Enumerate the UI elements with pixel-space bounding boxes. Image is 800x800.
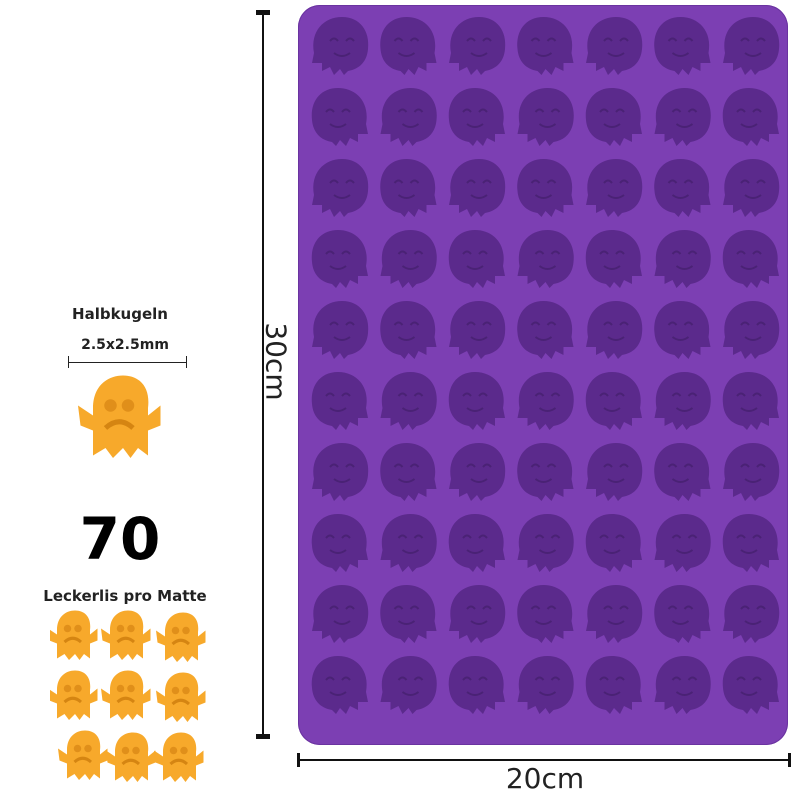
ghost-treat xyxy=(156,672,206,722)
dimension-cap xyxy=(788,753,791,767)
ghost-cavity xyxy=(654,301,711,359)
ghost-cavity xyxy=(585,514,642,572)
ghost-cavity xyxy=(722,372,779,430)
ghost-cavity xyxy=(448,230,505,288)
ghost-cavity xyxy=(654,372,711,430)
ghost-cavity-grid xyxy=(311,17,780,714)
ghost-cavity xyxy=(517,230,574,288)
ghost-cavity xyxy=(380,230,437,288)
ghost-cavity xyxy=(654,443,711,501)
dimension-cap xyxy=(256,10,270,15)
ghost-cavity xyxy=(654,230,711,288)
ghost-cavity xyxy=(380,585,437,643)
ghost-cavity xyxy=(722,230,779,288)
ghost-cavity xyxy=(517,656,574,714)
ghost-cavity xyxy=(311,230,368,288)
ghost-cavity xyxy=(654,17,711,75)
ghost-cavity xyxy=(722,514,779,572)
ghost-cavity xyxy=(517,514,574,572)
ghost-cavity xyxy=(448,88,505,146)
ghost-cavity xyxy=(517,585,574,643)
ghost-cavity xyxy=(380,88,437,146)
ghost-cavity xyxy=(517,372,574,430)
ghost-cavity xyxy=(723,159,780,217)
ghost-cavity xyxy=(723,443,780,501)
ghost-cavity xyxy=(654,88,711,146)
ghost-cavity xyxy=(448,656,505,714)
ghost-cavity xyxy=(586,301,643,359)
ghost-cavity xyxy=(380,443,437,501)
ghost-cavity xyxy=(517,159,574,217)
ghost-cavity xyxy=(312,17,369,75)
treat-count-label: Leckerlis pro Matte xyxy=(43,587,207,605)
ghost-cavity xyxy=(380,514,437,572)
ghost-cavity xyxy=(585,372,642,430)
ghost-cavity xyxy=(723,17,780,75)
ghost-treat xyxy=(106,732,156,782)
ghost-treat xyxy=(78,375,161,458)
width-dimension-line xyxy=(298,759,790,761)
ghost-cavity xyxy=(449,585,506,643)
shape-label: Halbkugeln xyxy=(72,305,168,323)
size-label: 2.5x2.5mm xyxy=(81,337,169,353)
ghost-cavity xyxy=(654,585,711,643)
ghost-cavity xyxy=(380,656,437,714)
ghost-treat-icon xyxy=(78,375,161,458)
ghost-cavity xyxy=(722,656,779,714)
ghost-cavity xyxy=(723,301,780,359)
ghost-cavity xyxy=(311,514,368,572)
ghost-cavity xyxy=(311,372,368,430)
ghost-treat xyxy=(50,610,98,660)
ghost-cavity xyxy=(722,88,779,146)
ghost-treat xyxy=(101,670,151,720)
ghost-cavity xyxy=(312,585,369,643)
ghost-cavity xyxy=(311,88,368,146)
ghost-cavity xyxy=(448,372,505,430)
ghost-cavity xyxy=(312,301,369,359)
ghost-cavity xyxy=(449,301,506,359)
ghost-cavity xyxy=(586,159,643,217)
silicone-mold-mat xyxy=(298,5,788,745)
ghost-cavity xyxy=(723,585,780,643)
ghost-cavity xyxy=(517,301,574,359)
dimension-cap xyxy=(256,734,270,739)
ghost-treat xyxy=(154,732,204,782)
ghost-cavity xyxy=(312,443,369,501)
ghost-cavity xyxy=(380,17,437,75)
ghost-treat xyxy=(101,610,151,660)
ghost-treat xyxy=(156,612,206,662)
ghost-cavity xyxy=(380,372,437,430)
dimension-cap xyxy=(68,356,69,368)
dimension-cap xyxy=(186,356,187,368)
treat-count: 70 xyxy=(79,505,161,573)
ghost-cavity xyxy=(517,443,574,501)
size-dimension-line xyxy=(68,362,186,363)
dimension-cap xyxy=(297,753,300,767)
ghost-cavity xyxy=(586,443,643,501)
ghost-cavity xyxy=(586,17,643,75)
ghost-cavity xyxy=(312,159,369,217)
ghost-treat xyxy=(50,670,98,720)
ghost-cavity xyxy=(311,656,368,714)
ghost-cavity xyxy=(448,514,505,572)
ghost-cavity xyxy=(585,88,642,146)
ghost-cavity xyxy=(380,301,437,359)
ghost-cavity xyxy=(517,17,574,75)
ghost-cavity xyxy=(449,443,506,501)
ghost-cavity xyxy=(585,230,642,288)
ghost-cavity xyxy=(654,514,711,572)
height-label: 30cm xyxy=(259,322,293,401)
width-label: 20cm xyxy=(505,762,585,795)
ghost-cavity xyxy=(380,159,437,217)
height-dimension-line xyxy=(262,12,264,738)
ghost-cavity xyxy=(654,656,711,714)
ghost-cavity xyxy=(585,656,642,714)
ghost-cavity xyxy=(517,88,574,146)
ghost-treat xyxy=(58,730,108,780)
ghost-cavity xyxy=(654,159,711,217)
ghost-cavity xyxy=(586,585,643,643)
ghost-cavity xyxy=(449,17,506,75)
ghost-treats-icon xyxy=(50,610,206,782)
ghost-cavity xyxy=(449,159,506,217)
